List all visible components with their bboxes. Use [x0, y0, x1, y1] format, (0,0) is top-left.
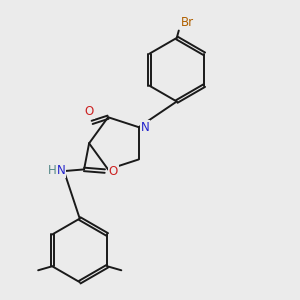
Text: N: N [140, 121, 149, 134]
Text: H: H [48, 164, 57, 177]
Text: Br: Br [181, 16, 194, 28]
Text: N: N [57, 164, 66, 177]
Text: O: O [109, 165, 118, 178]
Text: O: O [85, 105, 94, 119]
